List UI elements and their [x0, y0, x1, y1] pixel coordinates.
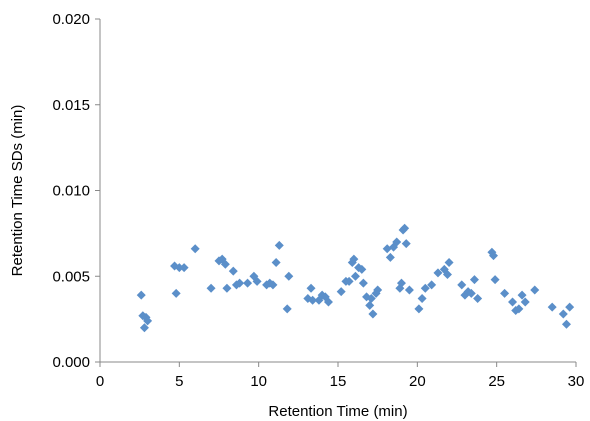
data-point — [336, 287, 346, 297]
y-tick-label: 0.010 — [52, 183, 90, 200]
data-point — [308, 295, 318, 305]
data-point — [508, 297, 518, 307]
data-point — [444, 258, 454, 268]
y-tick-label: 0.020 — [52, 11, 90, 28]
x-tick-label: 0 — [96, 373, 104, 390]
data-point — [268, 280, 278, 290]
y-tick-label: 0.000 — [52, 354, 90, 371]
data-point — [220, 259, 230, 269]
plot-area: 0 5 10 15 20 25 30 0.000 0.005 0.010 0.015 0.020 — [52, 11, 584, 390]
x-axis-title: Retention Time (min) — [268, 403, 407, 420]
data-point — [357, 264, 367, 274]
y-axis-title: Retention Time SDs (min) — [9, 105, 26, 277]
data-point — [385, 252, 395, 262]
data-point — [284, 271, 294, 281]
data-point — [323, 297, 333, 307]
data-point — [179, 263, 189, 273]
x-tick-label: 15 — [330, 373, 347, 390]
data-point — [235, 278, 245, 288]
x-tick-label: 5 — [175, 373, 183, 390]
data-point — [171, 288, 181, 298]
data-point — [366, 294, 376, 304]
data-points — [136, 223, 575, 333]
data-point — [373, 285, 383, 295]
data-point — [382, 244, 392, 254]
data-point — [143, 316, 153, 326]
data-point — [488, 251, 498, 261]
data-point — [457, 280, 467, 290]
data-point — [473, 294, 483, 304]
data-point — [396, 278, 406, 288]
data-point — [561, 319, 571, 329]
data-point — [243, 278, 253, 288]
y-tick-label: 0.005 — [52, 268, 90, 285]
data-point — [414, 304, 424, 314]
data-point — [249, 271, 259, 281]
data-point — [228, 266, 238, 276]
data-point — [365, 300, 375, 310]
data-point — [469, 275, 479, 285]
data-point — [358, 278, 368, 288]
data-point — [404, 285, 414, 295]
data-point — [139, 323, 149, 333]
y-axis-ticks: 0.000 0.005 0.010 0.015 0.020 — [52, 11, 100, 371]
data-point — [401, 239, 411, 249]
data-point — [420, 283, 430, 293]
x-tick-label: 25 — [488, 373, 505, 390]
data-point — [514, 304, 524, 314]
data-point — [350, 271, 360, 281]
data-point — [442, 270, 452, 280]
data-point — [174, 263, 184, 273]
data-point — [306, 283, 316, 293]
data-point — [520, 297, 530, 307]
data-point — [547, 302, 557, 312]
data-point — [517, 290, 527, 300]
data-point — [530, 285, 540, 295]
data-point — [206, 283, 216, 293]
data-point — [565, 302, 575, 312]
data-point — [433, 268, 443, 278]
data-point — [282, 304, 292, 314]
data-point — [400, 223, 410, 233]
x-tick-label: 20 — [409, 373, 426, 390]
data-point — [222, 283, 232, 293]
data-point — [274, 240, 284, 250]
data-point — [427, 280, 437, 290]
data-point — [344, 276, 354, 286]
y-tick-label: 0.015 — [52, 97, 90, 114]
data-point — [392, 237, 402, 247]
x-tick-label: 30 — [568, 373, 585, 390]
data-point — [500, 288, 510, 298]
data-point — [368, 309, 378, 319]
data-point — [349, 254, 359, 264]
data-point — [417, 294, 427, 304]
data-point — [558, 309, 568, 319]
data-point — [466, 288, 476, 298]
data-point — [490, 275, 500, 285]
data-point — [252, 276, 262, 286]
data-point — [190, 244, 200, 254]
x-tick-label: 10 — [250, 373, 267, 390]
data-point — [136, 290, 146, 300]
x-axis-ticks: 0 5 10 15 20 25 30 — [96, 362, 585, 390]
data-point — [271, 258, 281, 268]
